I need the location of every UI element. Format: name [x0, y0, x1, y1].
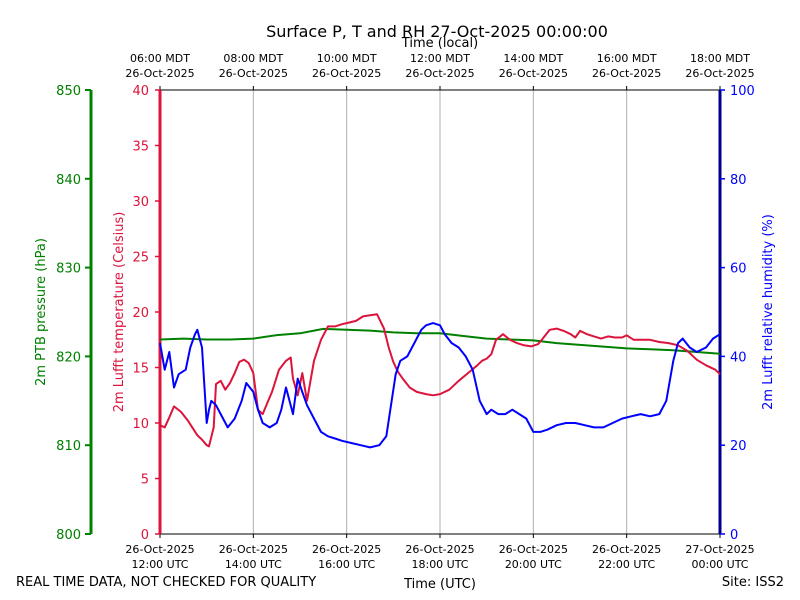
bottom-tick-label-date-4: 26-Oct-2025: [499, 543, 568, 556]
temperature-tick-label-8: 40: [132, 84, 149, 99]
top-tick-label-time-4: 14:00 MDT: [503, 52, 563, 65]
bottom-tick-label-date-5: 26-Oct-2025: [592, 543, 661, 556]
bottom-axis-label: Time (UTC): [403, 577, 476, 592]
temperature-tick-label-7: 35: [132, 140, 149, 155]
bottom-tick-label-time-3: 18:00 UTC: [411, 558, 468, 571]
series-line-pressure: [159, 327, 721, 355]
temperature-tick-label-3: 15: [132, 362, 149, 377]
humidity-tick-label-5: 100: [730, 84, 755, 99]
bottom-tick-label-time-5: 22:00 UTC: [598, 558, 655, 571]
top-tick-label-date-5: 26-Oct-2025: [592, 67, 661, 80]
bottom-tick-label-time-0: 12:00 UTC: [131, 558, 188, 571]
pressure-tick-label-5: 850: [56, 84, 81, 99]
temperature-tick-label-4: 20: [132, 306, 149, 321]
pressure-tick-label-0: 800: [56, 528, 81, 543]
humidity-tick-label-3: 60: [730, 262, 747, 277]
pressure-axis-label: 2m PTB pressure (hPa): [34, 238, 49, 386]
bottom-tick-label-date-0: 26-Oct-2025: [125, 543, 194, 556]
bottom-tick-label-date-1: 26-Oct-2025: [219, 543, 288, 556]
series-line-relative-humidity: [159, 322, 721, 449]
temperature-tick-label-0: 0: [141, 528, 149, 543]
top-tick-label-time-6: 18:00 MDT: [690, 52, 750, 65]
top-tick-label-date-3: 26-Oct-2025: [405, 67, 474, 80]
pressure-tick-label-1: 810: [56, 439, 81, 454]
series-line-temperature: [159, 313, 721, 448]
top-tick-label-time-0: 06:00 MDT: [130, 52, 190, 65]
top-tick-label-date-2: 26-Oct-2025: [312, 67, 381, 80]
top-tick-label-date-0: 26-Oct-2025: [125, 67, 194, 80]
chart-title: Surface P, T and RH 27-Oct-2025 00:00:00: [266, 22, 608, 41]
temperature-tick-label-1: 5: [141, 473, 149, 488]
bottom-tick-label-time-1: 14:00 UTC: [225, 558, 282, 571]
pressure-tick-label-2: 820: [56, 350, 81, 365]
temperature-tick-label-2: 10: [132, 417, 149, 432]
top-tick-label-time-5: 16:00 MDT: [597, 52, 657, 65]
top-tick-label-time-2: 10:00 MDT: [317, 52, 377, 65]
top-tick-label-date-6: 26-Oct-2025: [685, 67, 754, 80]
bottom-tick-label-date-3: 26-Oct-2025: [405, 543, 474, 556]
humidity-tick-label-0: 0: [730, 528, 738, 543]
top-tick-label-date-4: 26-Oct-2025: [499, 67, 568, 80]
top-tick-label-date-1: 26-Oct-2025: [219, 67, 288, 80]
top-tick-label-time-1: 08:00 MDT: [223, 52, 283, 65]
temperature-axis-label: 2m Lufft temperature (Celsius): [112, 212, 127, 413]
top-tick-label-time-3: 12:00 MDT: [410, 52, 470, 65]
humidity-tick-label-1: 20: [730, 439, 747, 454]
bottom-tick-label-time-4: 20:00 UTC: [505, 558, 562, 571]
pressure-tick-label-3: 830: [56, 262, 81, 277]
top-axis-label: Time (local): [401, 36, 478, 51]
temperature-tick-label-5: 25: [132, 251, 149, 266]
bottom-tick-label-date-6: 27-Oct-2025: [685, 543, 754, 556]
humidity-tick-label-2: 40: [730, 350, 747, 365]
bottom-tick-label-time-6: 00:00 UTC: [691, 558, 748, 571]
humidity-axis-label: 2m Lufft relative humidity (%): [761, 214, 776, 410]
bottom-tick-label-date-2: 26-Oct-2025: [312, 543, 381, 556]
humidity-tick-label-4: 80: [730, 173, 747, 188]
temperature-tick-label-6: 30: [132, 195, 149, 210]
bottom-tick-label-time-2: 16:00 UTC: [318, 558, 375, 571]
site-label: Site: ISS2: [721, 575, 784, 590]
pressure-tick-label-4: 840: [56, 173, 81, 188]
quality-disclaimer: REAL TIME DATA, NOT CHECKED FOR QUALITY: [16, 575, 317, 590]
